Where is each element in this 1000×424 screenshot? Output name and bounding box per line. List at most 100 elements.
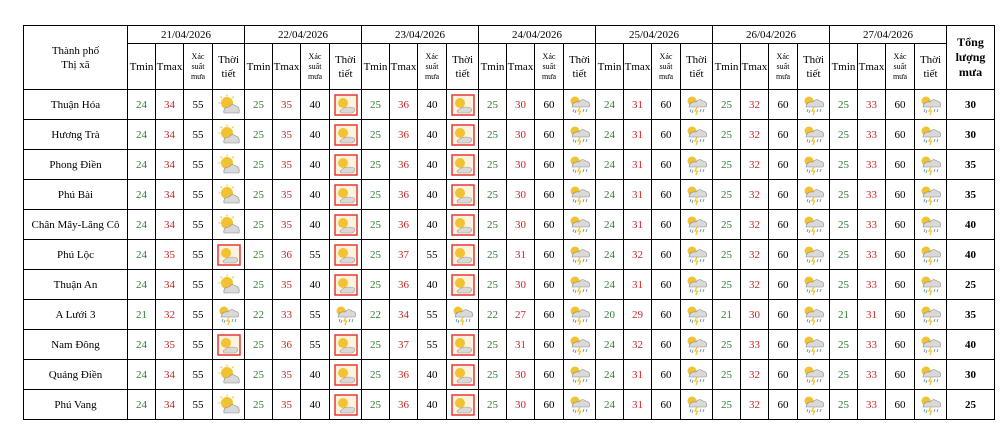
tmax-value: 34	[155, 179, 184, 210]
rain-probability-header-line: mưa	[541, 71, 557, 81]
tmax-header: Tmax	[740, 43, 769, 90]
thunderstorm-icon	[682, 244, 712, 266]
tmax-value: 33	[857, 269, 886, 300]
tmin-value: 25	[244, 239, 273, 270]
city-name: Chân Mây-Lăng Cô	[23, 209, 128, 240]
rain-probability-header-line: Xác	[191, 51, 205, 61]
weather-icon-cell	[446, 119, 479, 150]
rain-probability-header-line: Xác	[425, 51, 439, 61]
tmin-value: 25	[478, 329, 507, 360]
rain-probability-value: 60	[651, 149, 681, 180]
rain-probability-value: 55	[183, 329, 213, 360]
tmax-value: 32	[740, 179, 769, 210]
hot-sun-icon	[448, 153, 478, 176]
table-row: A Lưới 3 21 32 55 22 33 55 22 34 55 22 27 60 20 29 60 21…	[23, 299, 995, 330]
tmax-value: 30	[506, 119, 535, 150]
tmin-value: 24	[595, 389, 624, 420]
city-name: Phong Điền	[23, 149, 128, 180]
weather-icon-cell	[212, 89, 245, 120]
rain-probability-value: 40	[300, 179, 330, 210]
tmin-value: 24	[127, 149, 156, 180]
weather-icon-cell	[446, 329, 479, 360]
tmax-value: 32	[740, 269, 769, 300]
hot-sun-icon	[448, 333, 478, 356]
rain-probability-value: 60	[768, 299, 798, 330]
tmin-value: 25	[478, 119, 507, 150]
thunderstorm-icon	[799, 364, 829, 386]
tmin-value: 25	[478, 239, 507, 270]
weather-icon-cell	[914, 389, 947, 420]
tmax-value: 31	[623, 89, 652, 120]
tmax-value: 36	[272, 329, 301, 360]
tmin-value: 25	[478, 269, 507, 300]
rain-probability-value: 40	[417, 149, 447, 180]
rain-probability-value: 40	[300, 359, 330, 390]
thunderstorm-icon	[682, 124, 712, 146]
date-header: 24/04/2026	[478, 25, 596, 44]
tmax-value: 31	[623, 209, 652, 240]
date-header: 23/04/2026	[361, 25, 479, 44]
tmin-value: 24	[595, 239, 624, 270]
rain-probability-value: 60	[534, 179, 564, 210]
tmax-value: 31	[623, 269, 652, 300]
weather-header: Thời tiết	[563, 43, 596, 90]
total-rainfall-header-line: lượng	[955, 50, 986, 64]
thunderstorm-icon	[799, 274, 829, 296]
weather-icon-cell	[563, 89, 596, 120]
weather-header-line: Thời	[919, 53, 942, 66]
tmin-value: 25	[361, 119, 390, 150]
tmax-value: 33	[857, 149, 886, 180]
weather-icon-cell	[563, 239, 596, 270]
tmax-value: 33	[857, 239, 886, 270]
city-name: Quảng Điền	[23, 359, 128, 390]
tmin-value: 25	[829, 359, 858, 390]
tmin-value: 24	[127, 389, 156, 420]
weather-icon-cell	[446, 209, 479, 240]
rain-probability-value: 40	[300, 209, 330, 240]
weather-icon-cell	[563, 359, 596, 390]
hot-sun-icon	[331, 363, 361, 386]
weather-header-line: Thời	[568, 53, 591, 66]
tmin-value: 25	[361, 149, 390, 180]
total-rainfall-value: 25	[946, 269, 995, 300]
tmax-value: 34	[389, 299, 418, 330]
tmin-value: 25	[712, 359, 741, 390]
tmin-header: Tmin	[712, 43, 741, 90]
weather-icon-cell	[914, 89, 947, 120]
weather-icon-cell	[212, 149, 245, 180]
tmax-value: 35	[272, 209, 301, 240]
rain-probability-value: 60	[885, 269, 915, 300]
hot-sun-icon	[214, 243, 244, 266]
tmax-value: 34	[155, 269, 184, 300]
weather-icon-cell	[212, 179, 245, 210]
thunderstorm-icon	[916, 304, 946, 326]
weather-icon-cell	[329, 239, 362, 270]
rain-probability-value: 60	[768, 119, 798, 150]
tmax-value: 34	[155, 119, 184, 150]
rain-probability-header-line: Xác	[659, 51, 673, 61]
weather-icon-cell	[563, 209, 596, 240]
weather-icon-cell	[797, 179, 830, 210]
rain-probability-header-line: suất	[776, 61, 790, 71]
weather-icon-cell	[914, 299, 947, 330]
total-rainfall-value: 40	[946, 209, 995, 240]
tmax-value: 36	[389, 179, 418, 210]
weather-icon-cell	[914, 269, 947, 300]
city-name: Phú Bài	[23, 179, 128, 210]
thunderstorm-icon	[565, 94, 595, 116]
rain-probability-value: 60	[885, 209, 915, 240]
thunderstorm-icon	[682, 154, 712, 176]
rain-probability-header: Xác suất mưa	[885, 43, 915, 90]
rain-probability-value: 60	[534, 119, 564, 150]
weather-icon-cell	[680, 329, 713, 360]
tmax-value: 33	[857, 329, 886, 360]
weather-icon-cell	[329, 389, 362, 420]
thunderstorm-icon	[916, 184, 946, 206]
thunderstorm-icon	[565, 214, 595, 236]
tmin-value: 24	[595, 149, 624, 180]
rain-probability-header-line: suất	[893, 61, 907, 71]
rain-probability-value: 60	[768, 359, 798, 390]
partly-cloudy-icon	[214, 154, 244, 176]
hot-sun-icon	[331, 243, 361, 266]
table-row: Phú Vang 24 34 55 25 35 40 25 36 40 25 30 60 24 31 60 25…	[23, 389, 995, 420]
